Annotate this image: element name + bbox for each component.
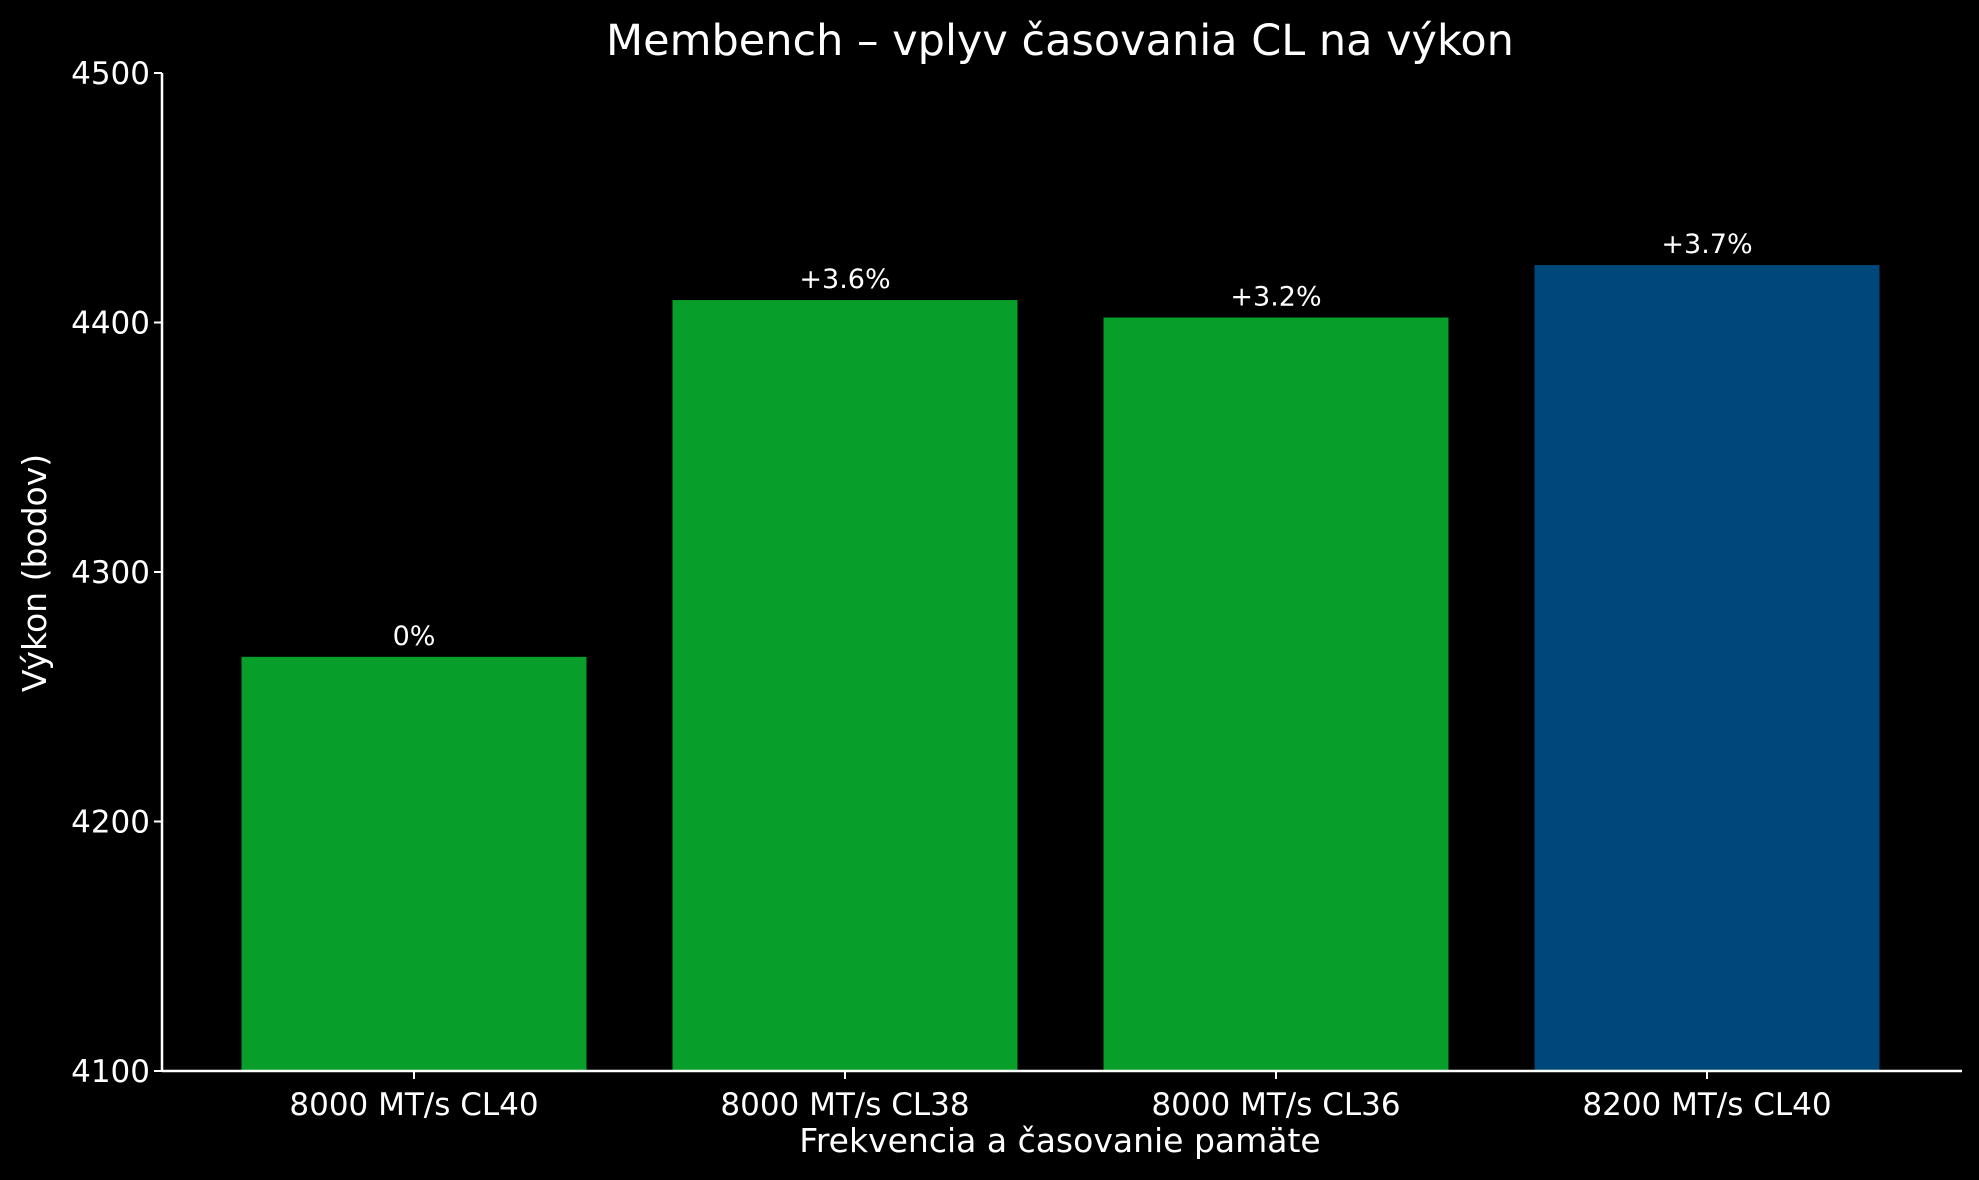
x-tick-label-4: 8200 MT/s CL40 — [1582, 1087, 1831, 1123]
y-tick-label-4400: 4400 — [71, 306, 150, 342]
bar-value-label-2: +3.6% — [799, 264, 890, 295]
y-tick-label-4300: 4300 — [71, 555, 150, 591]
bar-value-label-4: +3.7% — [1661, 229, 1752, 260]
x-tick-label-2: 8000 MT/s CL38 — [720, 1087, 969, 1123]
x-tick-label-1: 8000 MT/s CL40 — [289, 1087, 538, 1123]
bars-group: 0% +3.6% +3.2% +3.7% — [241, 229, 1880, 1071]
bar-3 — [1103, 317, 1449, 1071]
y-tick-label-4100: 4100 — [71, 1054, 150, 1090]
bar-2 — [672, 300, 1018, 1071]
y-axis-label: Výkon (bodov) — [15, 454, 54, 692]
x-tick-label-3: 8000 MT/s CL36 — [1151, 1087, 1400, 1123]
x-axis-ticks: 8000 MT/s CL40 8000 MT/s CL38 8000 MT/s CL… — [289, 1071, 1832, 1123]
x-axis-label: Frekvencia a časovanie pamäte — [799, 1121, 1320, 1160]
chart-title: Membench – vplyv časovania CL na výkon — [606, 16, 1514, 66]
y-tick-label-4500: 4500 — [71, 56, 150, 92]
bar-4 — [1534, 265, 1880, 1071]
bar-value-label-3: +3.2% — [1230, 282, 1321, 313]
y-axis-ticks: 4100 4200 4300 4400 4500 — [71, 56, 162, 1090]
bar-value-label-1: 0% — [393, 621, 436, 652]
bar-1 — [241, 656, 587, 1071]
y-tick-label-4200: 4200 — [71, 805, 150, 841]
